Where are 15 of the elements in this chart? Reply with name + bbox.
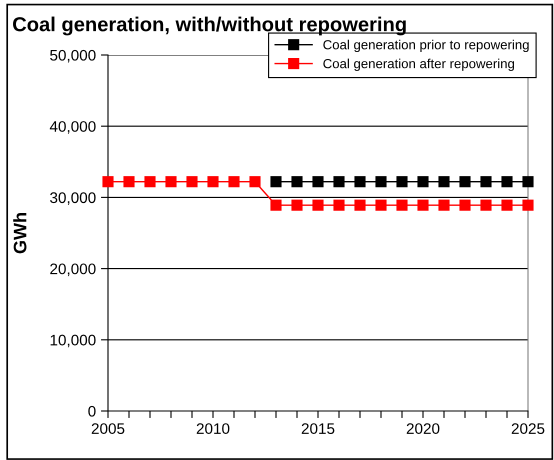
x-tick-label: 2015 xyxy=(302,423,334,434)
legend-label: Coal generation prior to repowering xyxy=(323,40,529,52)
x-tick-label: 2010 xyxy=(196,423,230,434)
y-tick-label: 50,000 xyxy=(50,50,96,62)
x-tick-label: 2020 xyxy=(406,423,440,434)
x-tick-label: 2005 xyxy=(92,423,124,434)
y-tick-label: 0 xyxy=(88,406,96,417)
legend-label: Coal generation after repowering xyxy=(323,58,514,71)
y-tick-label: 30,000 xyxy=(50,192,96,205)
chart-title: Coal generation, with/without repowering xyxy=(13,16,406,36)
y-axis-title: GWh xyxy=(13,213,26,254)
y-tick-label: 40,000 xyxy=(50,121,96,134)
y-tick-label: 10,000 xyxy=(50,334,96,348)
x-tick-label: 2025 xyxy=(512,423,544,434)
y-tick-label: 20,000 xyxy=(50,263,96,276)
